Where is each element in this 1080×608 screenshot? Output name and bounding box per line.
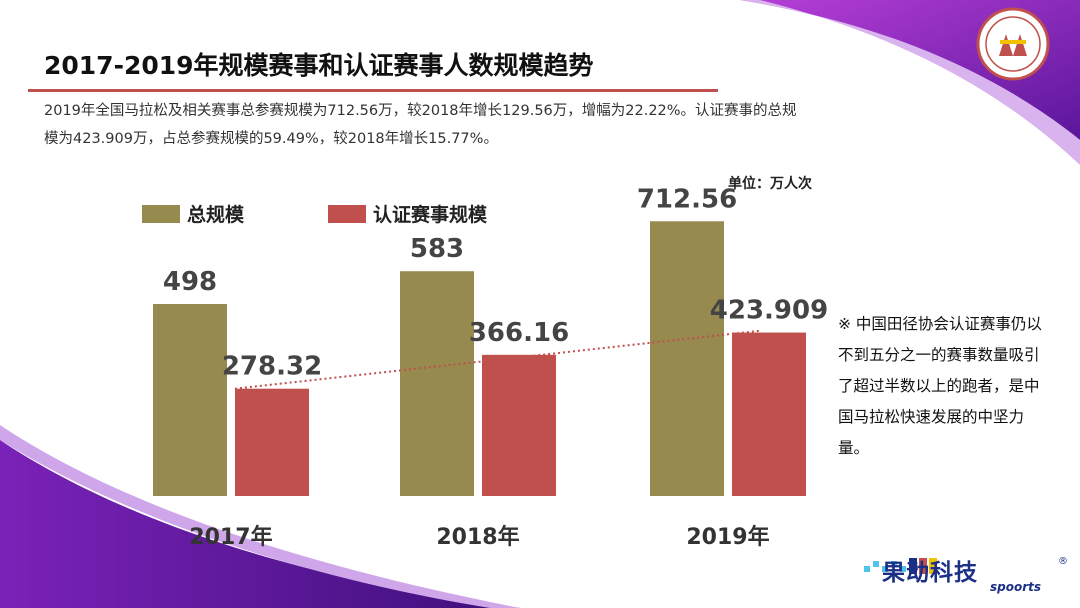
- legend-label-1: 认证赛事规模: [373, 203, 488, 226]
- data-label-total-0: 498: [163, 267, 217, 297]
- legend-swatch-1: [328, 205, 366, 223]
- data-label-certified-2: 423.909: [710, 296, 828, 326]
- association-seal-icon: [976, 7, 1050, 81]
- summary-text: 2019年全国马拉松及相关赛事总参赛规模为712.56万，较2018年增长129…: [44, 103, 797, 147]
- trendline-certified: [234, 329, 762, 390]
- data-label-total-2: 712.56: [637, 184, 737, 214]
- bar-certified-1: [482, 354, 556, 496]
- bar-certified-0: [235, 388, 309, 496]
- brand-logo-icon: [864, 558, 937, 574]
- bar-certified-2: [732, 332, 806, 496]
- x-tick-label-1: 2018年: [436, 524, 519, 550]
- brand-name: 果动科技: [882, 560, 978, 586]
- side-note: ※ 中国田径协会认证赛事仍以不到五分之一的赛事数量吸引了超过半数以上的跑者，是中…: [838, 315, 1042, 457]
- legend-label-0: 总规模: [187, 203, 245, 226]
- title-underline: [28, 89, 718, 92]
- data-label-certified-0: 278.32: [222, 352, 322, 382]
- legend-swatch-0: [142, 205, 180, 223]
- bar-total-0: [153, 303, 227, 496]
- data-label-total-1: 583: [410, 234, 464, 264]
- page-title: 2017-2019年规模赛事和认证赛事人数规模趋势: [44, 51, 594, 80]
- x-tick-label-2: 2019年: [686, 524, 769, 550]
- brand-registered-mark: ®: [1058, 556, 1068, 567]
- bar-total-1: [400, 271, 474, 496]
- brand-subtitle: spoorts: [990, 580, 1042, 594]
- unit-label: 单位：万人次: [728, 176, 812, 192]
- bar-total-2: [650, 221, 724, 496]
- data-label-certified-1: 366.16: [469, 318, 569, 348]
- x-tick-label-0: 2017年: [189, 524, 272, 550]
- bottom-left-swoosh: [0, 440, 520, 608]
